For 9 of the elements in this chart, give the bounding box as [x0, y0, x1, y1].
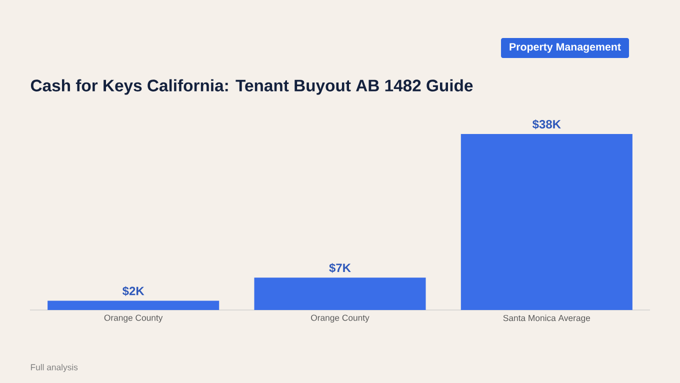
data-label: $7K — [329, 263, 351, 273]
text: Property Management — [510, 43, 621, 53]
chart-title: Cash for Keys California: Tenant Buyout AB 1482 Guide — [30, 79, 473, 95]
x-tick-label: Orange County — [311, 314, 370, 323]
x-tick-label: Santa Monica Average — [503, 314, 590, 323]
data-label: $38K — [532, 119, 561, 130]
text: Full analysis — [30, 364, 78, 372]
x-tick-label: Orange County — [104, 314, 163, 323]
data-label: $2K — [122, 286, 144, 296]
